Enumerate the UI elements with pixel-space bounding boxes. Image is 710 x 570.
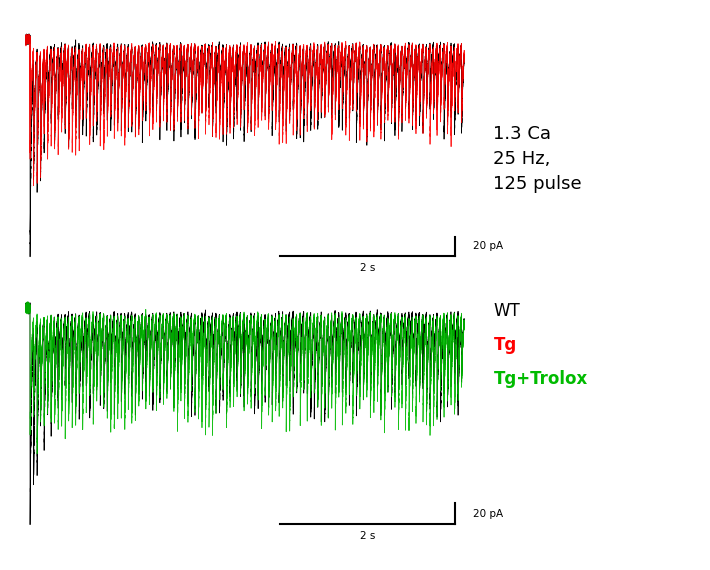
Text: 1.3 Ca
25 Hz,
125 pulse: 1.3 Ca 25 Hz, 125 pulse [493,125,582,193]
Text: 2 s: 2 s [360,263,375,273]
Text: 20 pA: 20 pA [473,241,503,251]
Text: Tg: Tg [493,336,517,355]
Text: WT: WT [493,302,520,320]
Text: 2 s: 2 s [360,531,375,541]
Text: 20 pA: 20 pA [473,508,503,519]
Text: Tg+Trolox: Tg+Trolox [493,370,588,389]
